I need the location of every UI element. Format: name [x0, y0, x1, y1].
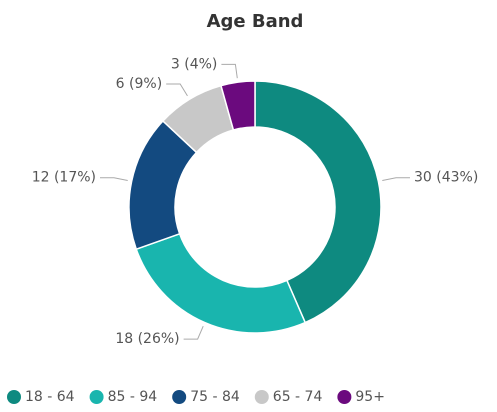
donut-slice [135, 232, 307, 334]
leader-line [382, 177, 410, 182]
data-label: 6 (9%) [116, 76, 163, 92]
data-label: 3 (4%) [171, 56, 218, 72]
data-label: 18 (26%) [115, 331, 179, 347]
legend-swatch [172, 390, 187, 404]
donut-slice [254, 80, 382, 324]
donut-slice [220, 80, 256, 131]
leader-line [183, 326, 204, 340]
legend-label: 65 - 74 [273, 389, 323, 405]
legend-swatch [337, 390, 352, 404]
data-label: 30 (43%) [414, 170, 478, 186]
chart-title: Age Band [207, 11, 304, 32]
legend-swatch [254, 390, 269, 404]
legend-label: 95+ [355, 389, 385, 405]
legend-swatch [89, 390, 104, 404]
leader-line [166, 83, 188, 97]
data-label: 12 (17%) [32, 170, 96, 186]
legend-swatch [7, 390, 21, 404]
leader-line [100, 177, 128, 182]
legend-label: 85 - 94 [108, 389, 158, 405]
legend-label: 75 - 84 [190, 389, 240, 405]
leader-line [221, 63, 238, 79]
legend-label: 18 - 64 [25, 389, 75, 405]
